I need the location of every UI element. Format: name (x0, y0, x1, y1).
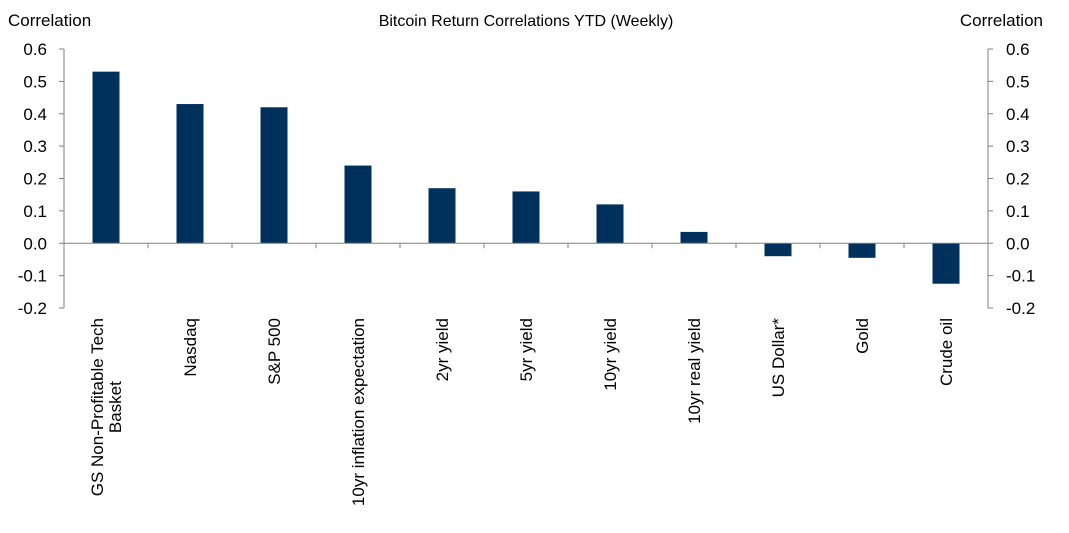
left-tick-label: 0.4 (23, 105, 47, 124)
category-label-line: 2yr yield (433, 318, 452, 381)
bar (512, 191, 540, 244)
category-label: US Dollar* (769, 318, 788, 398)
category-label-line: S&P 500 (265, 318, 284, 385)
category-label-line: Crude oil (937, 318, 956, 386)
right-tick-label: -0.1 (1006, 267, 1035, 286)
left-tick-label: 0.0 (23, 234, 47, 253)
category-label: 10yr real yield (685, 318, 704, 424)
category-label-line: 5yr yield (517, 318, 536, 381)
category-label: 5yr yield (517, 318, 536, 381)
right-tick-label: 0.6 (1006, 40, 1030, 59)
category-label-line: Basket (106, 381, 125, 433)
category-label: GS Non-Profitable TechBasket (88, 318, 125, 496)
category-label-line: 10yr real yield (685, 318, 704, 424)
plot-area: 0.6 0.6 0.5 0.5 0.4 0.4 0.3 0.3 0.2 0.2 0.1 0.1 0.0 0… (18, 40, 1036, 506)
right-tick-label: 0.5 (1006, 72, 1030, 91)
right-tick-label: 0.0 (1006, 234, 1030, 253)
bar (596, 204, 624, 244)
bar (428, 188, 456, 244)
bar (680, 231, 708, 244)
category-label: 10yr inflation expectation (349, 318, 368, 506)
category-label: 2yr yield (433, 318, 452, 381)
category-label-line: 10yr inflation expectation (349, 318, 368, 506)
bar (92, 71, 120, 244)
left-tick-label: 0.3 (23, 137, 47, 156)
chart-title: Bitcoin Return Correlations YTD (Weekly) (379, 13, 674, 30)
bar (344, 165, 372, 244)
category-label-line: GS Non-Profitable Tech (88, 318, 107, 496)
left-tick-label: -0.2 (18, 299, 47, 318)
bar (932, 243, 960, 284)
left-tick-label: 0.6 (23, 40, 47, 59)
left-axis-label: Correlation (8, 11, 91, 30)
category-label: 10yr yield (601, 318, 620, 391)
category-label-line: US Dollar* (769, 318, 788, 398)
category-label: Nasdaq (181, 318, 200, 377)
right-axis-label: Correlation (960, 11, 1043, 30)
bar (764, 243, 792, 257)
category-label: S&P 500 (265, 318, 284, 385)
category-label-line: 10yr yield (601, 318, 620, 391)
left-tick-label: 0.5 (23, 72, 47, 91)
left-tick-label: 0.2 (23, 170, 47, 189)
bar (176, 104, 204, 244)
category-label-line: Nasdaq (181, 318, 200, 377)
category-label-line: Gold (853, 318, 872, 354)
left-tick-label: 0.1 (23, 202, 47, 221)
right-tick-label: 0.3 (1006, 137, 1030, 156)
bar (848, 243, 876, 258)
right-tick-label: 0.1 (1006, 202, 1030, 221)
bar (260, 107, 288, 244)
left-tick-label: -0.1 (18, 267, 47, 286)
category-label: Gold (853, 318, 872, 354)
right-tick-label: 0.2 (1006, 170, 1030, 189)
right-tick-label: -0.2 (1006, 299, 1035, 318)
category-label: Crude oil (937, 318, 956, 386)
right-tick-label: 0.4 (1006, 105, 1030, 124)
